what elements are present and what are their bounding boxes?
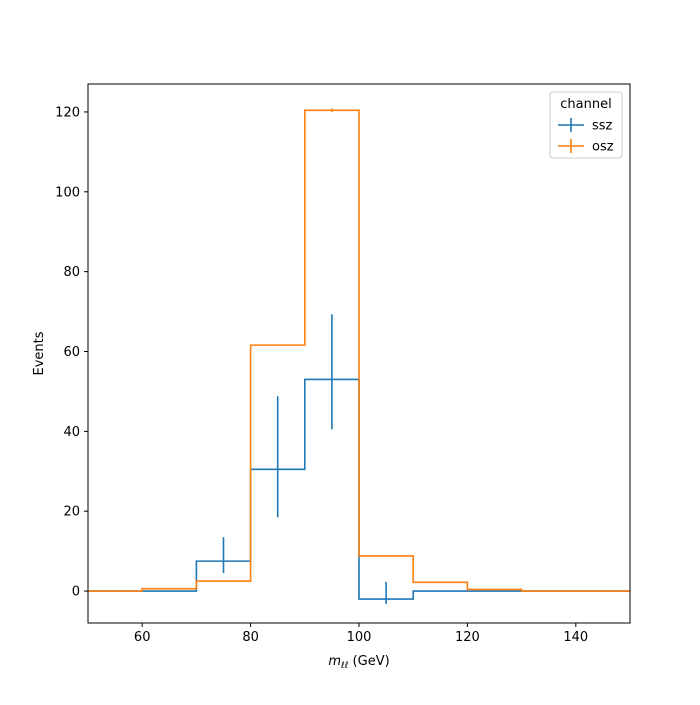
y-tick-label: 80 xyxy=(63,265,80,280)
y-tick-label: 40 xyxy=(63,425,80,440)
legend-osz-label: osz xyxy=(592,140,614,155)
y-axis: 0 20 40 60 80 100 120 xyxy=(55,105,88,600)
legend-entry-ssz: ssz xyxy=(558,118,613,134)
x-axis-label-subscript: ℓℓ xyxy=(340,661,348,671)
x-axis: 60 80 100 120 140 xyxy=(134,623,588,645)
x-tick-label: 140 xyxy=(563,630,588,645)
x-axis-label-main: m xyxy=(328,654,341,669)
y-tick-label: 60 xyxy=(63,345,80,360)
x-tick-label: 60 xyxy=(134,630,151,645)
series-layer xyxy=(88,108,630,604)
y-tick-label: 20 xyxy=(63,505,80,520)
y-tick-label: 100 xyxy=(55,185,80,200)
legend: channel ssz osz xyxy=(549,91,623,159)
legend-ssz-label: ssz xyxy=(592,119,613,134)
legend-box xyxy=(549,91,623,159)
x-tick-label: 80 xyxy=(242,630,259,645)
x-tick-label: 100 xyxy=(347,630,372,645)
x-axis-label: mℓℓ (GeV) xyxy=(328,654,389,671)
y-tick-label: 120 xyxy=(55,105,80,120)
y-tick-label: 0 xyxy=(72,585,80,600)
legend-title: channel xyxy=(560,97,611,112)
x-tick-label: 120 xyxy=(455,630,480,645)
legend-entry-osz: osz xyxy=(558,139,614,155)
y-axis-label: Events xyxy=(32,331,47,375)
series-osz xyxy=(88,108,630,592)
legend-entries: ssz osz xyxy=(558,118,614,155)
x-axis-label-unit: (GeV) xyxy=(348,654,389,669)
